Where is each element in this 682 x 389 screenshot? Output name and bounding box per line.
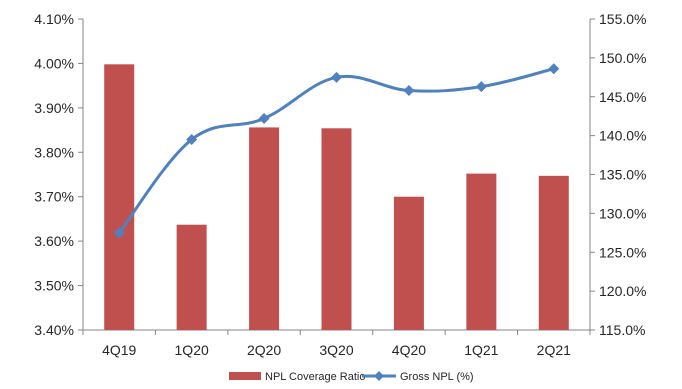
bar-npl-coverage (538, 175, 569, 330)
x-tick-label: 2Q21 (537, 342, 571, 358)
point-gross-npl (258, 113, 270, 125)
left-y-tick-label: 3.70% (34, 189, 74, 205)
point-gross-npl (113, 227, 125, 239)
left-y-tick-label: 4.10% (34, 11, 74, 27)
right-y-tick-label: 145.0% (599, 89, 646, 105)
x-tick-label: 4Q20 (392, 342, 426, 358)
point-gross-npl (186, 134, 198, 146)
x-tick-label: 1Q21 (464, 342, 498, 358)
left-y-tick-label: 3.50% (34, 278, 74, 294)
x-tick-label: 2Q20 (247, 342, 281, 358)
x-tick-label: 4Q19 (102, 342, 136, 358)
right-y-tick-label: 120.0% (599, 283, 646, 299)
bar-npl-coverage (321, 128, 352, 330)
bar-npl-coverage (393, 196, 424, 330)
left-y-tick-label: 3.80% (34, 144, 74, 160)
right-y-tick-label: 140.0% (599, 128, 646, 144)
left-y-tick-label: 4.00% (34, 55, 74, 71)
right-y-tick-label: 130.0% (599, 205, 646, 221)
legend-label-gross-npl: Gross NPL (%) (400, 371, 474, 383)
right-y-tick-label: 155.0% (599, 11, 646, 27)
legend-label-npl-coverage: NPL Coverage Ratio (265, 371, 365, 383)
point-gross-npl (403, 85, 415, 97)
point-gross-npl (548, 63, 560, 75)
right-y-tick-label: 115.0% (599, 322, 645, 338)
left-y-tick-label: 3.90% (34, 100, 74, 116)
point-gross-npl (331, 71, 342, 83)
right-y-tick-label: 150.0% (599, 50, 646, 66)
point-gross-npl (475, 81, 487, 93)
legend-swatch-npl-coverage (229, 372, 261, 380)
bar-npl-coverage (104, 64, 135, 331)
x-tick-label: 3Q20 (319, 342, 353, 358)
bar-npl-coverage (176, 224, 207, 330)
right-y-tick-label: 135.0% (599, 167, 646, 183)
left-y-tick-label: 3.40% (34, 322, 74, 338)
x-tick-label: 1Q20 (175, 342, 209, 358)
legend-marker-gross-npl (374, 371, 384, 381)
bar-npl-coverage (466, 173, 497, 330)
left-y-tick-label: 3.60% (34, 233, 74, 249)
right-y-tick-label: 125.0% (599, 244, 646, 260)
bar-npl-coverage (249, 127, 280, 330)
